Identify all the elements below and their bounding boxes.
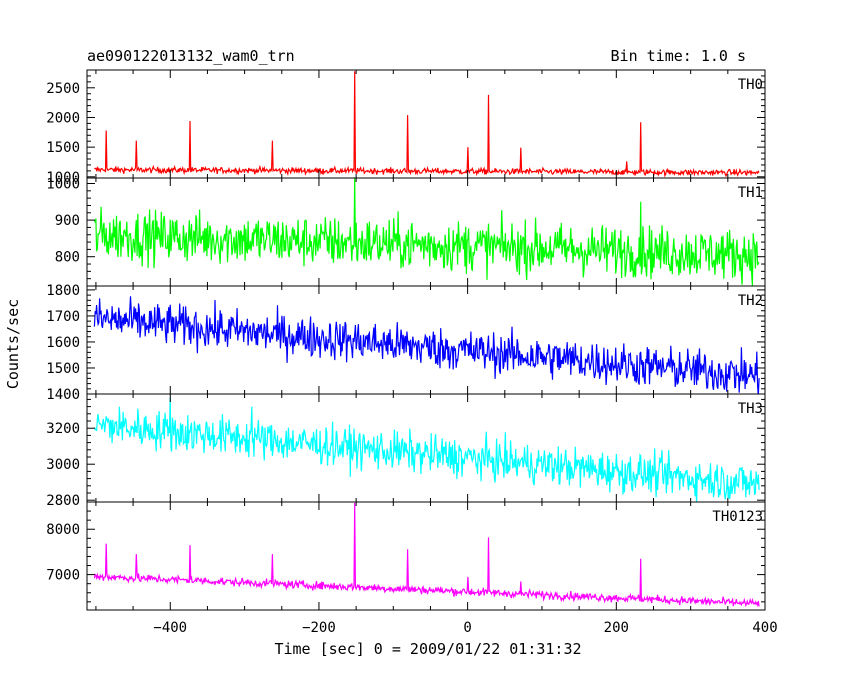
y-axis-label: Counts/sec (4, 299, 22, 389)
series-line-th1 (93, 178, 760, 286)
panel-frame (86, 501, 766, 611)
series-line-th3 (93, 397, 760, 502)
panel-frame (86, 69, 766, 179)
chart-title: ae090122013132_wam0_trn (87, 47, 295, 65)
y-tick-label: 8000 (46, 522, 80, 538)
y-tick-label: 3000 (46, 457, 80, 473)
y-tick-label: 1000 (46, 170, 80, 186)
y-tick-label: 2500 (46, 81, 80, 97)
bin-time-label: Bin time: 1.0 s (611, 47, 746, 65)
series-line-th2 (93, 296, 760, 394)
x-tick-label: −400 (153, 620, 187, 636)
y-tick-label: 1800 (46, 283, 80, 299)
y-tick-label: 1700 (46, 309, 80, 325)
x-axis-label: Time [sec] 0 = 2009/01/22 01:31:32 (274, 640, 581, 658)
y-tick-label: 7000 (46, 568, 80, 584)
y-tick-label: 1500 (46, 361, 80, 377)
x-tick-label: 400 (752, 620, 777, 636)
series-line-th0123 (93, 502, 760, 608)
y-tick-label: 1000 (46, 176, 80, 192)
y-tick-label: 800 (55, 250, 80, 266)
series-line-th0 (94, 71, 760, 178)
panel-th0: 1000 1500 2000 2500 TH0 (46, 69, 766, 186)
panel-label-th0: TH0 (738, 77, 763, 93)
panel-th3: 2800 3000 3200 TH3 (46, 393, 766, 509)
panel-label-th2: TH2 (738, 293, 763, 309)
y-tick-label: 1600 (46, 335, 80, 351)
panel-label-th3: TH3 (738, 401, 763, 417)
panel-th2: 1400 1500 1600 1700 1800 TH2 (46, 283, 766, 403)
panel-label-th0123: TH0123 (712, 509, 763, 525)
y-tick-label: 2800 (46, 493, 80, 509)
y-tick-label: 900 (55, 213, 80, 229)
x-tick-label: −200 (302, 620, 336, 636)
panel-th0123: 7000 8000 TH0123 (46, 501, 766, 611)
y-tick-label: 1400 (46, 387, 80, 403)
panel-th1: 800 900 1000 TH1 (46, 176, 766, 287)
y-tick-label: 2000 (46, 110, 80, 126)
y-tick-label: 1500 (46, 140, 80, 156)
panel-label-th1: TH1 (738, 185, 763, 201)
x-tick-label: 0 (463, 620, 471, 636)
y-tick-label: 3200 (46, 421, 80, 437)
x-tick-label: 200 (604, 620, 629, 636)
